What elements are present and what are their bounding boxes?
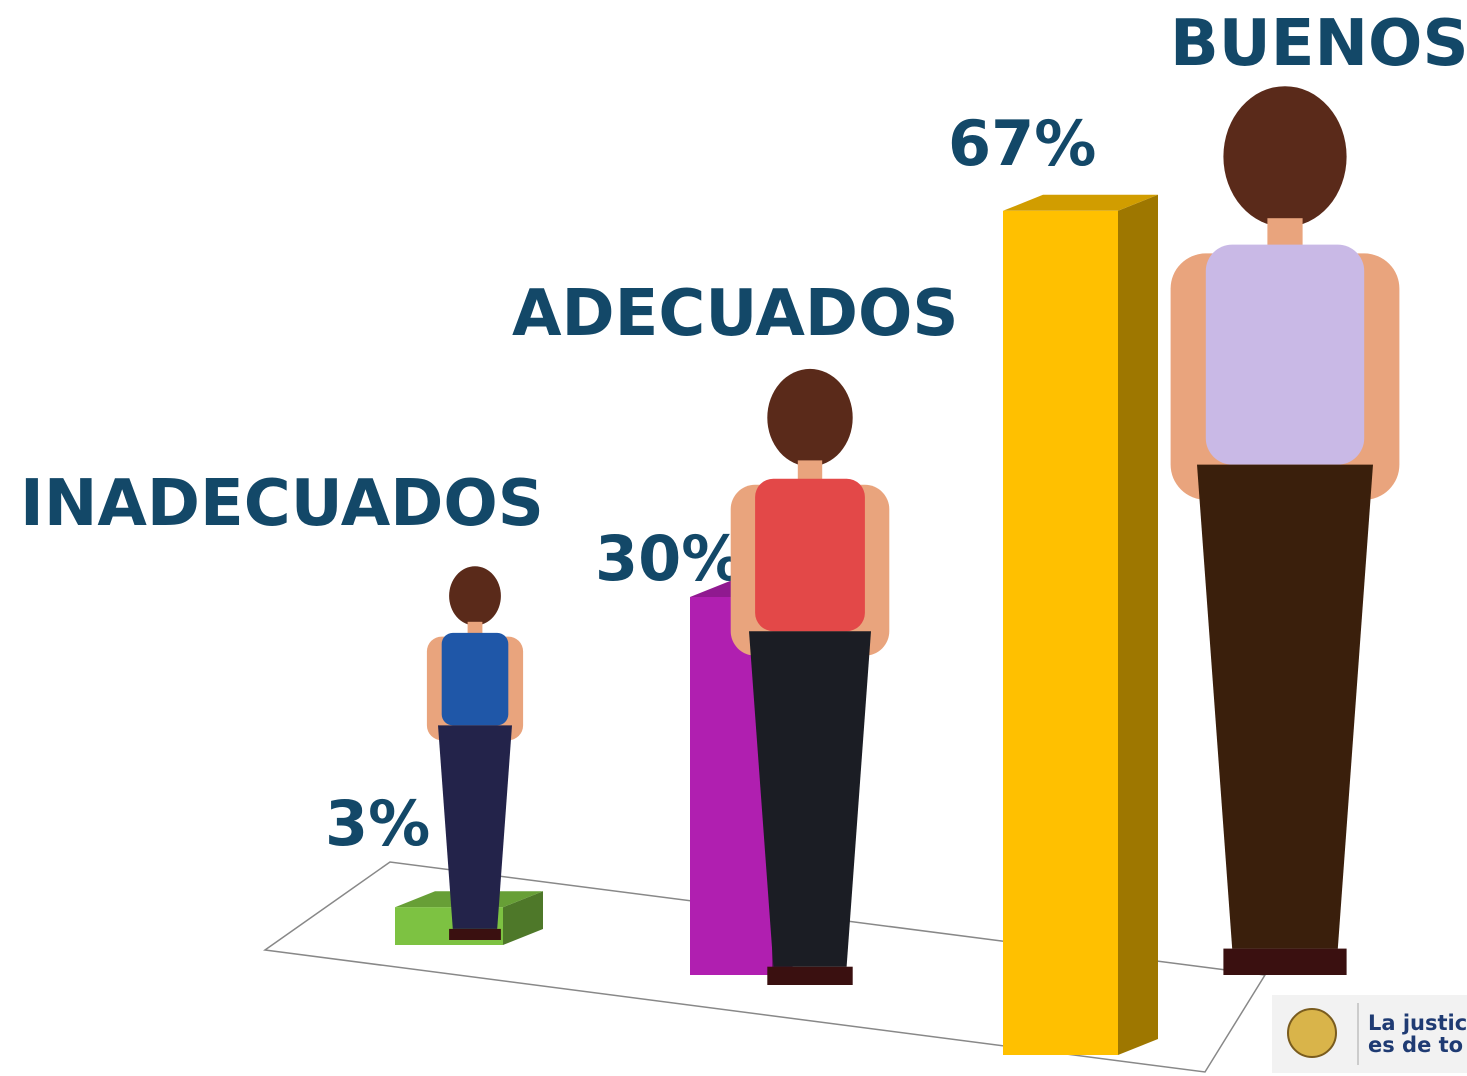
bar-side [1118,194,1158,1056]
person-shoes [1223,948,1347,975]
person-hair [767,368,853,467]
person-top [1205,244,1365,465]
person-top [755,478,865,632]
logo-text: es de to [1368,1033,1463,1057]
person [426,566,524,940]
value-label: 67% [948,107,1096,180]
person-shoes [449,928,501,940]
person [730,368,890,985]
category-label: INADECUADOS [20,467,544,541]
category-label: ADECUADOS [512,277,959,351]
person-bottom [1197,464,1373,949]
logo-text: La justic [1368,1011,1467,1035]
person-neck [467,621,483,637]
bar-front [1003,210,1118,1056]
category-label: BUENOS [1170,7,1467,81]
value-label: 3% [325,787,430,860]
bar-side [503,891,543,945]
person-bottom [749,631,871,967]
person-shoes [767,966,853,985]
person [1170,86,1400,975]
person-hair [449,566,501,626]
bar [1003,194,1158,1056]
logo: La justic es de to [1272,995,1467,1073]
person-top [441,632,509,726]
person-hair [1223,86,1347,227]
value-label: 30% [595,522,743,595]
bar-top [1003,194,1158,211]
person-bottom [438,725,512,929]
logo-emblem [1287,1008,1337,1058]
